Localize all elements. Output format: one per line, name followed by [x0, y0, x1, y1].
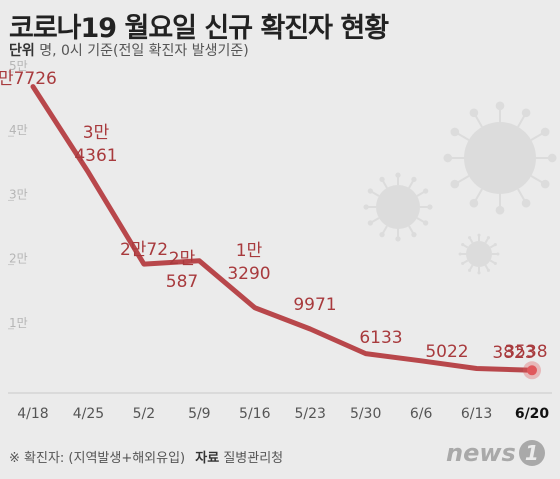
unit-note: 단위 명, 0시 기준(전일 확진자 발생기준)	[9, 40, 249, 60]
data-label: 3823	[492, 343, 535, 363]
data-label: 9971	[293, 295, 336, 315]
news1-logo: news 1	[446, 439, 545, 467]
y-tick-label: 3만	[9, 187, 28, 201]
y-tick-label: 4만	[9, 123, 28, 137]
data-label: 2만 587	[166, 249, 198, 292]
x-tick-label: 5/16	[239, 406, 271, 422]
source-label: 자료	[195, 451, 220, 466]
highlight-point	[527, 365, 537, 376]
data-label: 3538	[504, 342, 547, 362]
y-tick-label: 5만	[9, 59, 28, 73]
x-tick-label: 4/18	[17, 406, 48, 422]
unit-text: 명, 0시 기준(전일 확진자 발생기준)	[39, 43, 249, 59]
x-tick-label: 6/20	[515, 406, 550, 422]
y-tick-label: 1만	[9, 316, 28, 330]
data-label: 3만 4361	[74, 123, 117, 166]
data-label: 5022	[425, 342, 468, 362]
x-axis: 4/18 4/25 5/2 5/9 5/16 5/23 5/30 6/6 6/13 6/20	[17, 406, 549, 422]
page-title: 코로나19 월요일 신규 확진자 현황	[9, 13, 389, 44]
series-path	[30, 84, 535, 373]
data-label: 1만 3290	[227, 241, 270, 284]
data-label: 2만72	[120, 240, 168, 260]
data-label: 6133	[359, 328, 402, 348]
y-tick-label: 2만	[9, 252, 28, 266]
x-tick-label: 5/23	[294, 406, 325, 422]
x-tick-label: 5/30	[350, 406, 381, 422]
series-line	[30, 84, 541, 380]
footnote: ※ 확진자: (지역발생+해외유입)	[9, 451, 186, 466]
data-label: 4만7726	[0, 69, 57, 89]
source: 질병관리청	[223, 451, 284, 466]
virus-decoration	[363, 101, 557, 275]
unit-label: 단위	[9, 43, 35, 59]
x-tick-label: 5/2	[133, 406, 156, 422]
footer: ※ 확진자: (지역발생+해외유입) 자료 질병관리청	[9, 447, 283, 466]
x-tick-label: 6/13	[461, 406, 492, 422]
y-axis: 1만 2만 3만 4만 5만	[8, 59, 552, 394]
x-tick-label: 6/6	[410, 406, 433, 422]
x-tick-label: 4/25	[73, 406, 104, 422]
x-tick-label: 5/9	[188, 406, 211, 422]
